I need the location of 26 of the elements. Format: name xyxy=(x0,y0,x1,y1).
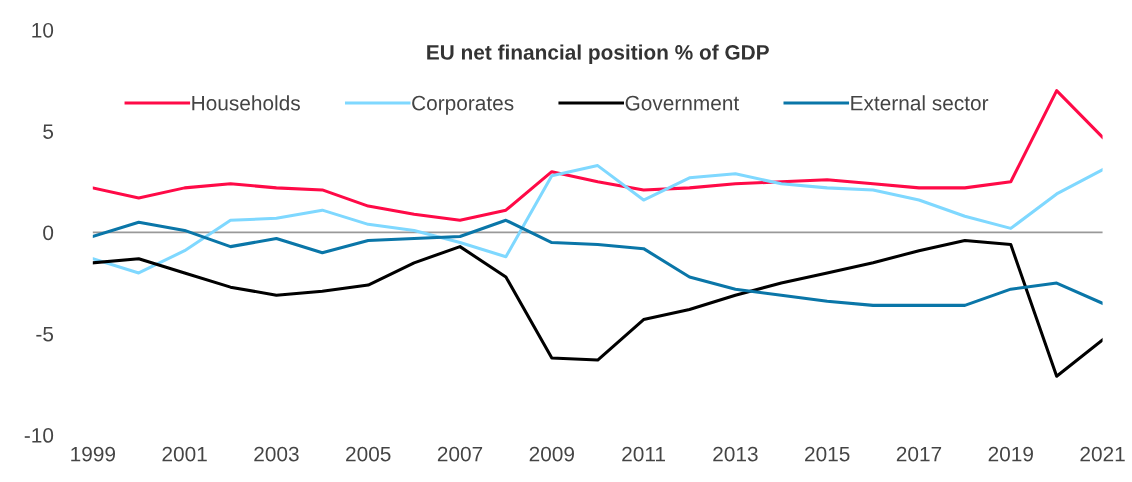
y-tick-label: -5 xyxy=(36,326,54,342)
line-series xyxy=(92,218,1103,307)
x-tick-label: 2005 xyxy=(346,446,391,462)
x-tick-label: 2019 xyxy=(988,446,1033,462)
legend-label: Corporates xyxy=(412,95,514,115)
y-tick-label: 5 xyxy=(43,124,54,139)
x-tick-label: 2001 xyxy=(162,446,207,462)
y-tick-label: 0 xyxy=(43,225,54,241)
y-tick-label: -10 xyxy=(24,428,54,443)
line-series xyxy=(92,164,1103,275)
x-tick-label: 2015 xyxy=(805,446,850,462)
x-tick-label: 2021 xyxy=(1080,446,1125,462)
y-tick-label: 10 xyxy=(32,22,54,38)
text: EU net financial position % of GDP xyxy=(427,44,769,64)
x-tick-label: 2003 xyxy=(254,446,299,462)
legend-label: Government xyxy=(625,95,740,111)
line-series xyxy=(92,239,1103,378)
x-tick-label: 2007 xyxy=(437,446,483,462)
legend-label: Households xyxy=(192,95,300,111)
x-tick-label: 2009 xyxy=(529,446,574,462)
x-tick-label: 2011 xyxy=(622,446,665,462)
line-series xyxy=(92,89,1103,222)
legend-label: External sector xyxy=(851,95,989,111)
x-tick-label: 1999 xyxy=(71,446,116,462)
x-tick-label: 2017 xyxy=(896,446,942,462)
x-tick-label: 2013 xyxy=(713,446,758,462)
